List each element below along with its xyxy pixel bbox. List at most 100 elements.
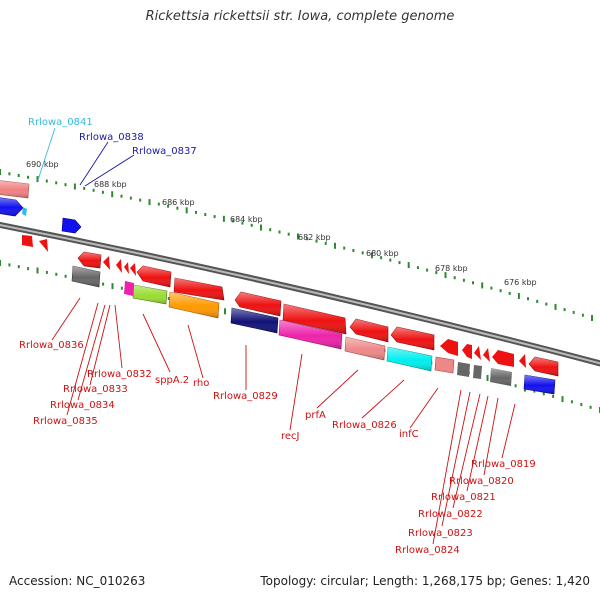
- upper-scale-minor-tick: [472, 281, 474, 285]
- upper-scale-minor-tick: [92, 188, 95, 192]
- upper-scale-minor-tick: [167, 204, 170, 208]
- upper-scale-minor-tick: [129, 196, 132, 200]
- gene-label-rrlowa-0820[interactable]: Rrlowa_0820: [449, 476, 514, 487]
- gene-feature-red-small-1[interactable]: [22, 235, 33, 247]
- upper-scale-minor-tick: [157, 202, 160, 206]
- upper-scale-major-tick: [407, 262, 410, 269]
- gene-label-prfa[interactable]: prfA: [305, 410, 326, 421]
- gene-label-rrlowa-0832[interactable]: Rrlowa_0832: [87, 369, 152, 380]
- upper-scale-minor-tick: [204, 213, 207, 216]
- lower-scale-major-tick: [0, 260, 1, 266]
- topology-text: Topology: circular; Length: 1,268,175 bp…: [260, 574, 590, 588]
- lower-scale-minor-tick: [589, 405, 592, 409]
- upper-scale-minor-tick: [572, 310, 575, 314]
- gene-label-rrlowa-0823[interactable]: Rrlowa_0823: [408, 528, 473, 539]
- gene-feature-gray-2[interactable]: [473, 365, 482, 379]
- upper-scale-major-tick: [370, 252, 373, 259]
- upper-scale-minor-tick: [435, 271, 438, 275]
- upper-scale-minor-tick: [306, 237, 309, 241]
- tick-label-682kbp: 682 kbp: [298, 233, 331, 242]
- gene-feature-r4[interactable]: [124, 262, 129, 274]
- upper-scale-major-tick: [148, 199, 151, 206]
- label-leader-lines: [37, 127, 516, 545]
- gene-label-rrlowa-0837[interactable]: Rrlowa_0837: [132, 146, 197, 157]
- upper-scale-major-tick: [297, 233, 299, 240]
- gene-label-sppa2[interactable]: sppA.2: [155, 375, 189, 386]
- gene-feature-r11[interactable]: [462, 344, 472, 359]
- gene-feature-infc[interactable]: [434, 356, 455, 374]
- upper-scale-minor-tick: [55, 181, 58, 185]
- upper-scale-minor-tick: [352, 249, 355, 252]
- upper-scale-minor-tick: [139, 198, 142, 202]
- gene-feature-r13[interactable]: [483, 348, 490, 362]
- gene-feature-r3[interactable]: [116, 259, 122, 273]
- scale-tick-labels: 690 kbp 688 kbp 686 kbp 684 kbp 682 kbp …: [26, 160, 537, 287]
- gene-label-infc[interactable]: infC: [399, 429, 419, 440]
- gene-label-rrlowa-0834[interactable]: Rrlowa_0834: [50, 400, 115, 411]
- lower-scale-minor-tick: [533, 389, 536, 393]
- accession-text: Accession: NC_010263: [9, 574, 146, 588]
- upper-scale-minor-tick: [8, 172, 11, 176]
- upper-scale-minor-tick: [250, 223, 253, 227]
- gene-feature-red-small-2[interactable]: [39, 239, 48, 252]
- gene-feature-r15[interactable]: [519, 354, 526, 368]
- upper-scale-major-tick: [36, 176, 39, 183]
- gene-feature-r10[interactable]: [440, 339, 458, 356]
- gene-label-rrlowa-0841[interactable]: Rrlowa_0841: [28, 117, 93, 128]
- tick-label-690kbp: 690 kbp: [26, 160, 59, 169]
- upper-scale-minor-tick: [453, 276, 456, 280]
- gene-label-rrlowa-0836[interactable]: Rrlowa_0836: [19, 340, 84, 351]
- upper-scale-minor-tick: [213, 215, 216, 219]
- lower-scale-major-tick: [111, 283, 114, 290]
- upper-scale-minor-tick: [536, 299, 539, 303]
- gene-label-rrlowa-0822[interactable]: Rrlowa_0822: [418, 509, 483, 520]
- lower-scale-minor-tick: [64, 274, 67, 278]
- genome-backbone: [0, 221, 600, 367]
- gene-label-rrlowa-0835[interactable]: Rrlowa_0835: [33, 416, 98, 427]
- upper-scale-minor-tick: [490, 286, 493, 290]
- tick-label-688kbp: 688 kbp: [94, 180, 127, 189]
- gene-feature-rrlowa-0838[interactable]: [61, 217, 82, 234]
- lower-scale-minor-tick: [167, 297, 170, 300]
- gene-feature-rrlowa-0832[interactable]: [124, 281, 134, 296]
- gene-feature-rrlowa-0841-cyan[interactable]: [22, 207, 27, 216]
- gene-label-rrlowa-0829[interactable]: Rrlowa_0829: [213, 391, 278, 402]
- gene-feature-r2[interactable]: [103, 256, 110, 270]
- upper-scale-minor-tick: [278, 230, 281, 234]
- lower-scale-major-tick: [486, 375, 489, 381]
- lower-scale-minor-tick: [514, 384, 517, 388]
- gene-label-rho[interactable]: rho: [193, 378, 209, 389]
- gene-label-rrlowa-0833[interactable]: Rrlowa_0833: [63, 384, 128, 395]
- lower-scale-minor-tick: [542, 392, 545, 396]
- gene-label-rrlowa-0826[interactable]: Rrlowa_0826: [332, 420, 397, 431]
- tick-label-684kbp: 684 kbp: [230, 215, 263, 224]
- upper-scale-major-tick: [222, 215, 225, 222]
- lower-scale-major-tick: [224, 308, 226, 315]
- upper-scale-minor-tick: [232, 219, 235, 223]
- gene-label-rrlowa-0838[interactable]: Rrlowa_0838: [79, 132, 144, 143]
- lower-scale-minor-tick: [102, 282, 105, 286]
- gene-label-rrlowa-0824[interactable]: Rrlowa_0824: [395, 545, 460, 556]
- gene-feature-r5[interactable]: [130, 263, 136, 276]
- gene-label-recj[interactable]: recJ: [281, 431, 300, 442]
- gene-label-rrlowa-0819[interactable]: Rrlowa_0819: [471, 459, 536, 470]
- gene-feature-r14[interactable]: [492, 350, 514, 367]
- upper-scale-minor-tick: [64, 183, 67, 187]
- gene-label-rrlowa-0821[interactable]: Rrlowa_0821: [431, 492, 496, 503]
- gene-feature-r12[interactable]: [474, 346, 481, 360]
- upper-scale-major-tick: [481, 282, 484, 289]
- lower-scale-minor-tick: [27, 267, 30, 271]
- upper-scale-major-tick: [517, 293, 520, 299]
- upper-scale-minor-tick: [101, 190, 104, 194]
- upper-scale-minor-tick: [545, 302, 548, 306]
- upper-scale-minor-tick: [83, 186, 86, 190]
- tick-label-686kbp: 686 kbp: [162, 198, 195, 207]
- upper-scale-minor-tick: [499, 289, 502, 293]
- upper-scale-minor-tick: [343, 246, 346, 250]
- upper-scale-minor-tick: [361, 251, 364, 255]
- gene-feature-gray-1[interactable]: [457, 362, 470, 377]
- tick-label-676kbp: 676 kbp: [504, 278, 537, 287]
- lower-scale-minor-tick: [55, 272, 58, 276]
- upper-scale-minor-tick: [426, 268, 429, 272]
